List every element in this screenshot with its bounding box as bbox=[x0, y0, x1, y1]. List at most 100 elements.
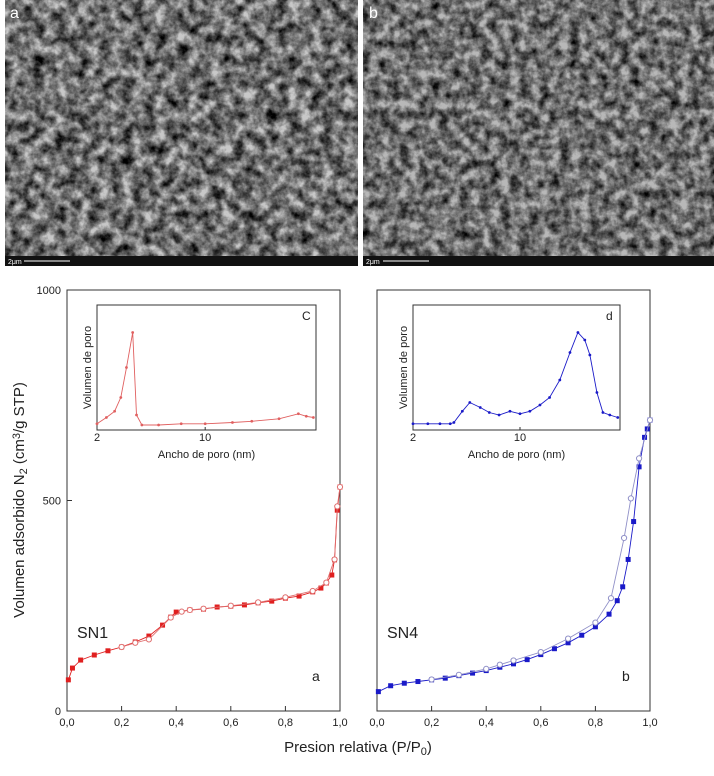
marker bbox=[269, 598, 275, 604]
marker bbox=[203, 422, 207, 426]
marker bbox=[296, 412, 300, 416]
marker bbox=[135, 413, 138, 417]
marker bbox=[178, 608, 185, 615]
marker bbox=[173, 609, 179, 615]
marker bbox=[518, 412, 522, 416]
marker bbox=[255, 599, 262, 606]
plot-frame bbox=[376, 289, 651, 712]
marker bbox=[487, 411, 491, 414]
marker bbox=[538, 403, 542, 407]
x-tick-label: 0,2 bbox=[424, 717, 439, 729]
marker bbox=[277, 417, 281, 421]
marker bbox=[460, 409, 464, 413]
marker bbox=[478, 406, 482, 409]
marker bbox=[607, 595, 615, 602]
marker bbox=[497, 413, 501, 417]
panel-label: d bbox=[606, 309, 613, 323]
marker bbox=[318, 585, 324, 591]
panel-label: C bbox=[302, 309, 311, 323]
marker bbox=[620, 584, 626, 590]
marker bbox=[131, 331, 135, 334]
marker bbox=[595, 391, 599, 394]
label-part: Presion relativa (P/P bbox=[284, 739, 421, 756]
marker bbox=[627, 495, 634, 502]
x-tick-label: 10 bbox=[199, 432, 211, 444]
marker bbox=[65, 677, 71, 683]
marker bbox=[483, 665, 490, 673]
marker bbox=[636, 464, 642, 470]
marker bbox=[411, 422, 415, 426]
marker bbox=[304, 414, 308, 418]
inset-x-label: Ancho de poro (nm) bbox=[468, 449, 565, 461]
marker bbox=[442, 675, 448, 681]
x-tick-label: 0,4 bbox=[479, 717, 494, 729]
marker bbox=[125, 366, 128, 369]
marker bbox=[551, 646, 557, 652]
panel-label: a bbox=[312, 668, 320, 684]
label-part: 3 bbox=[11, 433, 23, 439]
x-tick-label: 0,6 bbox=[533, 717, 548, 729]
x-axis-label: Presion relativa (P/P0) bbox=[284, 739, 432, 758]
marker bbox=[601, 411, 605, 414]
marker bbox=[524, 657, 530, 663]
marker bbox=[296, 593, 302, 599]
y-tick-label: 1000 bbox=[37, 285, 61, 297]
marker bbox=[592, 624, 598, 630]
x-tick-label: 1,0 bbox=[642, 717, 657, 729]
marker bbox=[455, 671, 462, 678]
marker bbox=[309, 587, 316, 595]
x-tick-label: 2 bbox=[94, 432, 100, 444]
marker bbox=[568, 351, 572, 354]
marker bbox=[311, 416, 315, 419]
y-axis-label: Volumen adsorbido N2 (cm3/g STP) bbox=[11, 382, 30, 618]
y-tick-label: 500 bbox=[43, 496, 61, 508]
inset-x-label: Ancho de poro (nm) bbox=[158, 449, 255, 461]
marker bbox=[132, 639, 139, 646]
marker bbox=[642, 434, 648, 440]
marker bbox=[167, 614, 174, 621]
label-part: (cm bbox=[11, 439, 28, 468]
sem-texture bbox=[363, 0, 714, 266]
scale-strip bbox=[5, 256, 358, 266]
marker bbox=[496, 661, 503, 668]
x-tick-label: 0,8 bbox=[278, 717, 293, 729]
marker bbox=[508, 409, 512, 413]
marker bbox=[231, 421, 234, 424]
sem-texture bbox=[5, 0, 358, 266]
marker bbox=[145, 636, 152, 643]
marker bbox=[592, 619, 599, 626]
marker bbox=[510, 657, 517, 664]
scale-label: 2μm bbox=[8, 259, 22, 266]
marker bbox=[576, 331, 580, 334]
marker bbox=[579, 632, 585, 638]
marker bbox=[528, 409, 532, 413]
plot-frame bbox=[96, 304, 317, 431]
marker bbox=[631, 519, 637, 525]
x-tick-label: 0,8 bbox=[588, 717, 603, 729]
marker bbox=[157, 423, 160, 427]
marker bbox=[113, 409, 117, 413]
image-label: a bbox=[10, 5, 19, 22]
marker bbox=[329, 572, 335, 578]
marker bbox=[452, 421, 456, 424]
label-part: Volumen adsorbido N bbox=[11, 474, 28, 617]
label-part: 0 bbox=[421, 746, 427, 758]
marker bbox=[558, 378, 562, 382]
marker bbox=[146, 633, 152, 639]
sem-image-b: 2μm b bbox=[363, 0, 714, 266]
marker bbox=[375, 689, 381, 695]
marker bbox=[323, 579, 330, 586]
marker bbox=[620, 534, 628, 542]
marker bbox=[227, 602, 234, 609]
marker bbox=[401, 680, 407, 686]
marker bbox=[588, 353, 592, 357]
marker bbox=[105, 648, 111, 654]
plot-frame bbox=[412, 304, 621, 431]
marker bbox=[470, 670, 476, 676]
sem-image-a: 2μm a bbox=[5, 0, 358, 266]
marker bbox=[331, 556, 338, 563]
marker bbox=[119, 396, 123, 399]
marker bbox=[468, 401, 472, 404]
marker bbox=[625, 556, 631, 562]
